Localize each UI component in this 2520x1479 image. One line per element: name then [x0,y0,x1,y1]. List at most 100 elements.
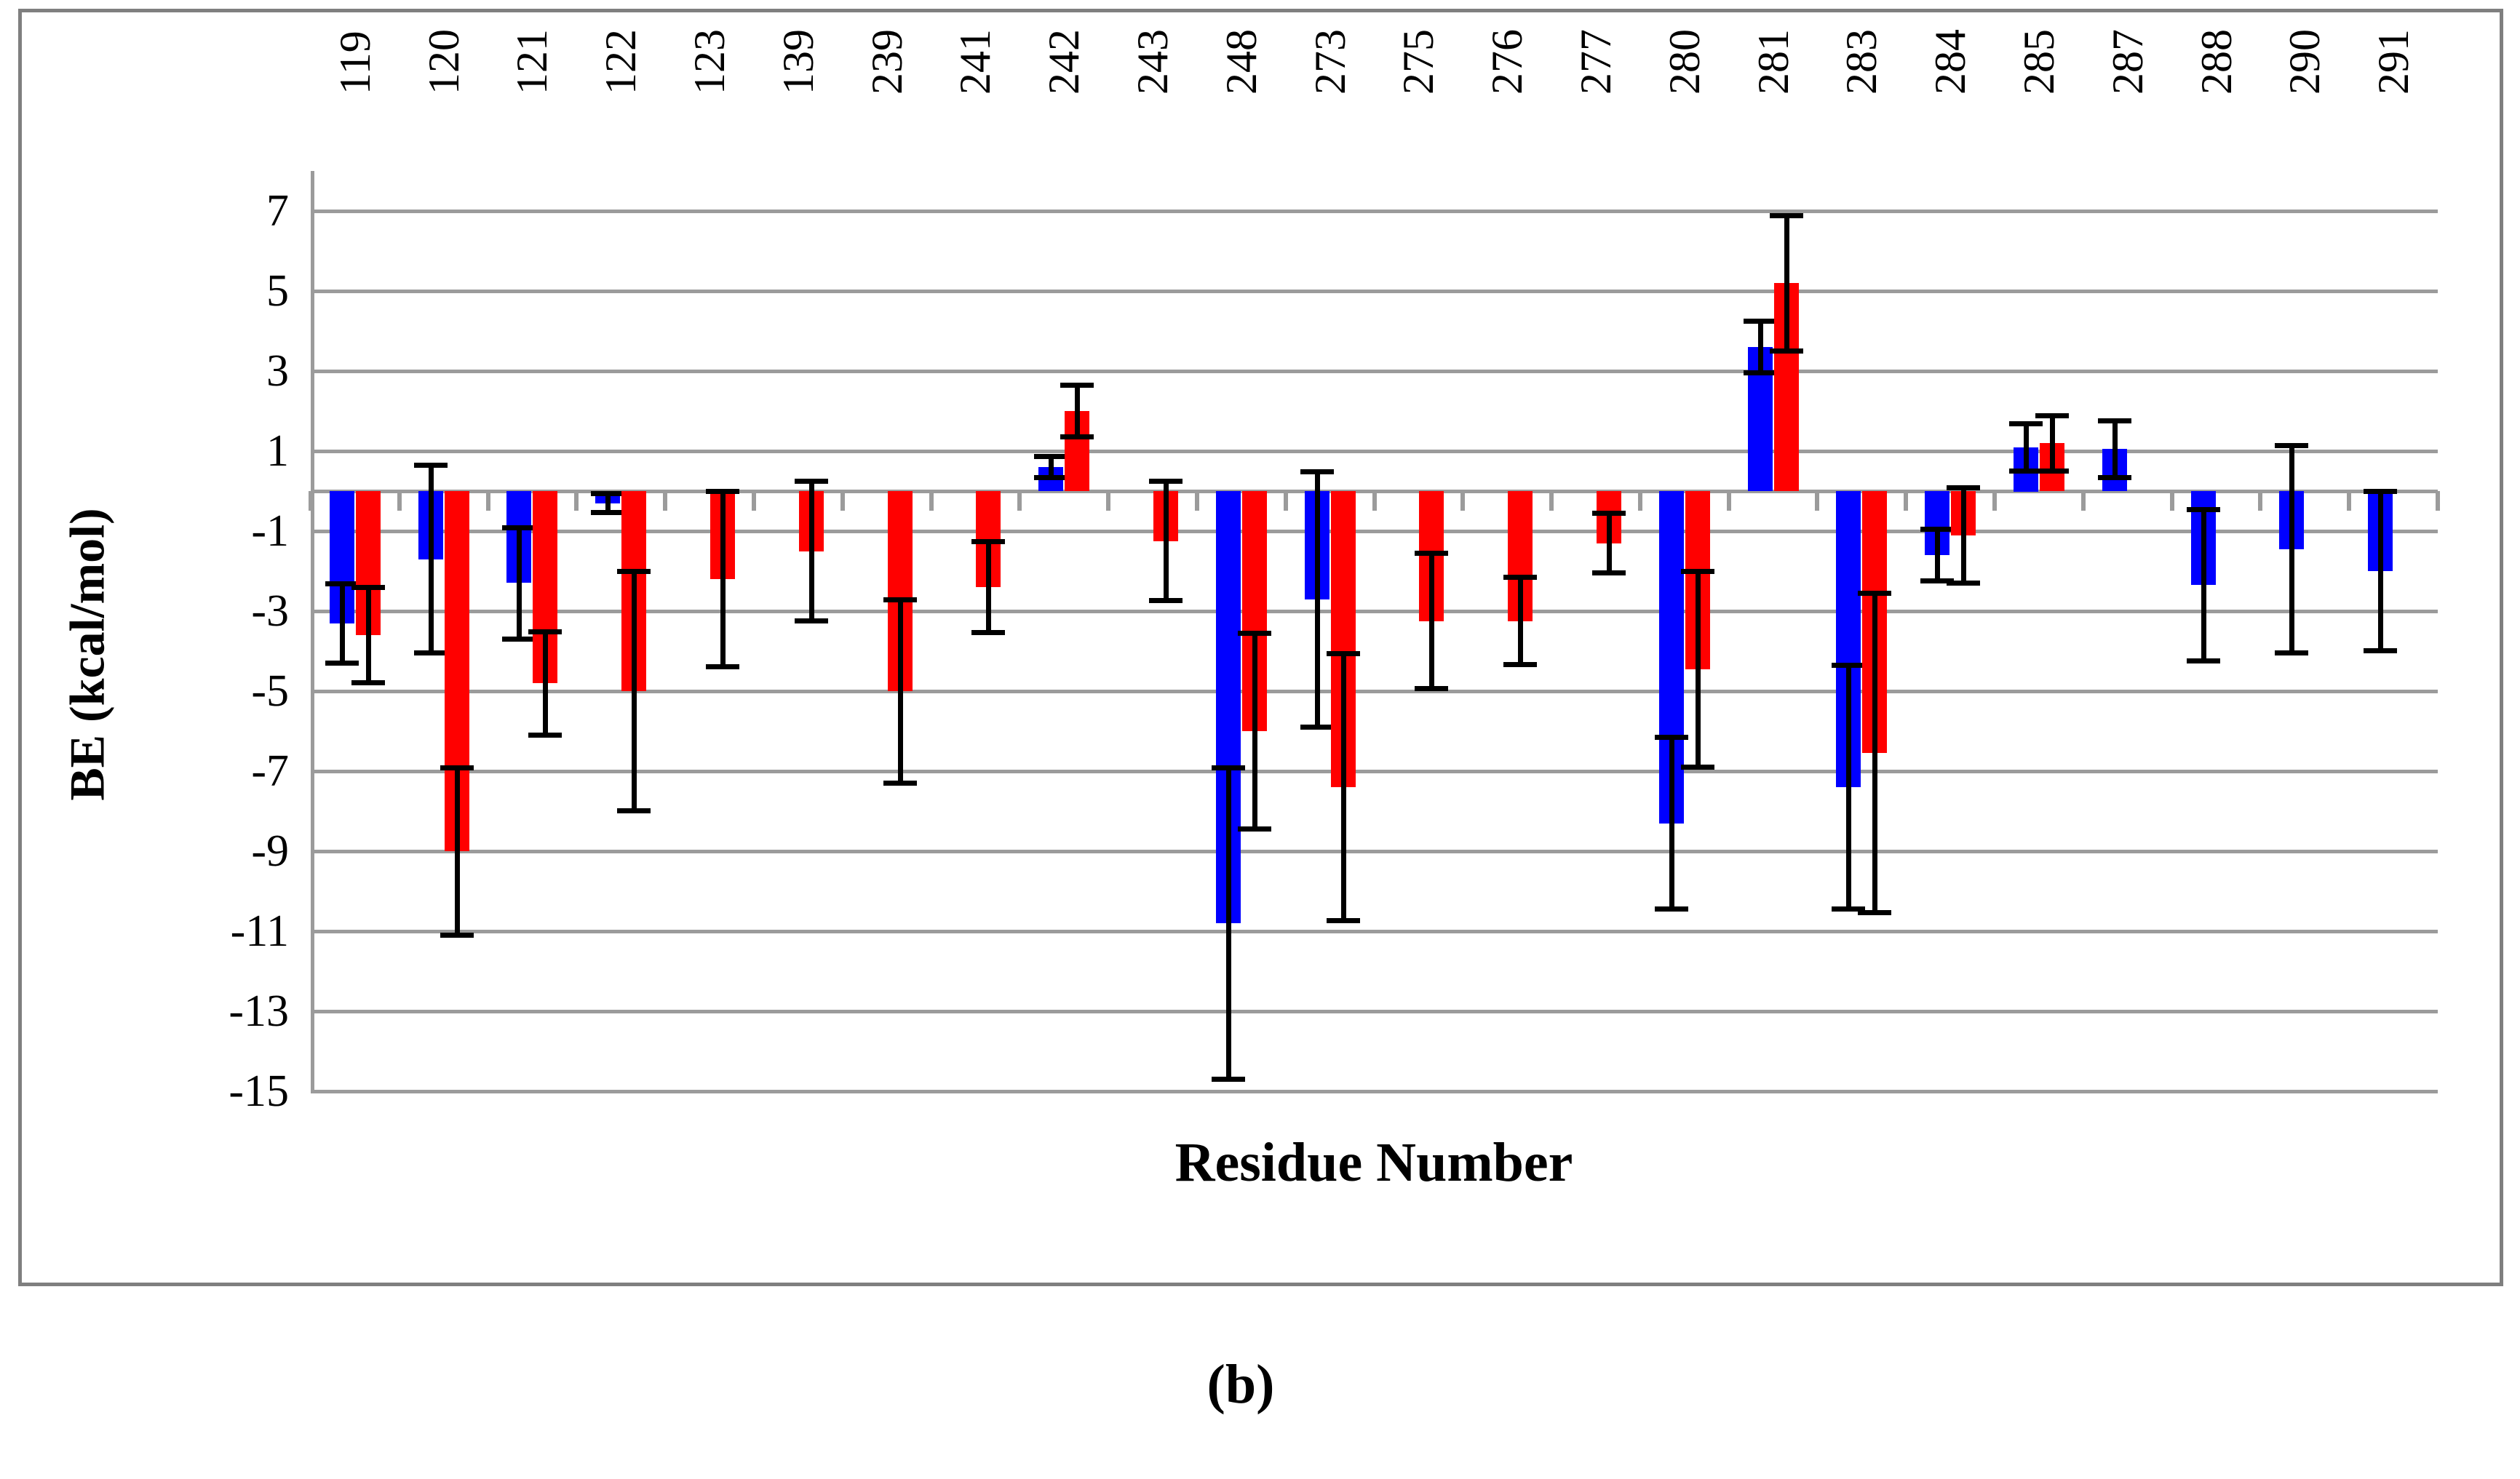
error-cap-bottom-blue-120 [414,650,448,655]
error-cap-top-red-121 [528,629,562,634]
gridline-y--7 [311,770,2438,773]
x-axis-tick [2258,491,2262,511]
error-cap-top-red-283 [1858,591,1891,596]
x-axis-tick [840,491,845,511]
figure-caption: (b) [1207,1354,1275,1415]
x-axis-tick [1460,491,1465,511]
x-axis-tick [1372,491,1377,511]
error-bar-red-277 [1607,513,1612,573]
gridline-y-1 [311,450,2438,453]
error-bar-red-119 [366,587,371,683]
error-cap-top-red-276 [1503,575,1537,580]
error-cap-top-blue-122 [591,491,624,496]
gridline-y--5 [311,690,2438,693]
x-axis-tick [1106,491,1110,511]
error-cap-top-red-285 [2035,413,2069,418]
error-bar-red-123 [720,491,726,667]
error-cap-top-blue-283 [1832,663,1865,668]
y-tick-label-5: 5 [266,266,289,316]
y-tick-label--9: -9 [251,826,289,876]
error-cap-top-blue-248 [1212,765,1245,770]
x-axis-title: Residue Number [1174,1132,1573,1193]
x-category-label-122: 122 [597,29,645,95]
y-tick-label--3: -3 [251,586,289,636]
error-cap-top-blue-121 [502,525,536,530]
y-tick-label--15: -15 [228,1067,289,1116]
error-cap-bottom-red-241 [971,630,1005,635]
error-bar-blue-120 [429,465,434,653]
x-axis-tick [929,491,934,511]
x-category-label-139: 139 [774,29,822,95]
x-axis-tick [397,491,402,511]
error-bar-red-243 [1164,481,1169,601]
error-cap-top-blue-290 [2275,443,2308,448]
x-axis-tick [2347,491,2351,511]
x-category-label-248: 248 [1217,29,1265,95]
y-tick-label-3: 3 [266,346,289,396]
gridline-y--1 [311,530,2438,533]
x-axis-tick [574,491,579,511]
x-category-label-287: 287 [2104,29,2152,95]
error-bar-red-284 [1961,487,1966,583]
error-cap-bottom-red-273 [1327,918,1360,923]
error-cap-top-red-242 [1060,383,1094,388]
y-tick-label--13: -13 [228,986,289,1036]
error-cap-top-blue-284 [1920,527,1954,532]
error-cap-bottom-red-248 [1238,826,1271,832]
error-cap-top-red-275 [1415,551,1448,556]
x-axis-tick [1727,491,1731,511]
error-cap-bottom-red-119 [351,680,385,685]
y-tick-label--7: -7 [251,746,289,796]
error-cap-bottom-blue-273 [1300,725,1334,730]
x-category-label-283: 283 [1837,29,1885,95]
x-category-label-120: 120 [420,29,468,95]
error-cap-top-red-281 [1770,213,1803,218]
x-axis-tick [1992,491,1997,511]
x-axis-tick [486,491,490,511]
error-cap-bottom-blue-291 [2364,648,2397,653]
x-category-label-276: 276 [1483,29,1531,95]
x-axis-tick [2170,491,2174,511]
error-cap-bottom-red-242 [1060,434,1094,439]
error-cap-bottom-blue-284 [1920,578,1954,583]
x-axis-tick [663,491,667,511]
error-cap-bottom-blue-122 [591,510,624,515]
error-cap-top-blue-273 [1300,469,1334,474]
error-cap-top-red-119 [351,585,385,590]
error-bar-blue-287 [2112,420,2118,478]
error-cap-bottom-blue-283 [1832,906,1865,912]
error-bar-red-248 [1252,633,1257,829]
x-category-label-243: 243 [1129,29,1177,95]
gridline-y-5 [311,290,2438,293]
error-bar-red-122 [632,571,637,811]
error-bar-red-273 [1341,653,1346,921]
error-cap-top-red-273 [1327,651,1360,656]
error-cap-bottom-red-277 [1592,570,1626,575]
error-bar-red-283 [1872,593,1877,913]
x-category-label-281: 281 [1749,29,1797,95]
error-cap-bottom-red-284 [1947,581,1980,586]
x-category-label-277: 277 [1572,29,1620,95]
x-category-label-275: 275 [1394,29,1442,95]
gridline-y--9 [311,850,2438,853]
y-tick-label--1: -1 [251,506,289,556]
error-cap-bottom-blue-280 [1655,906,1688,912]
x-axis-tick [2081,491,2086,511]
x-category-label-239: 239 [863,29,911,95]
error-bar-blue-121 [517,527,522,639]
y-tick-label-1: 1 [266,426,289,476]
error-cap-top-red-241 [971,539,1005,544]
x-category-label-121: 121 [508,29,556,95]
error-bar-blue-273 [1315,471,1320,727]
y-tick-label--11: -11 [230,906,289,956]
error-cap-bottom-blue-121 [502,637,536,642]
error-bar-blue-280 [1669,737,1674,909]
gridline-y-7 [311,210,2438,213]
error-cap-bottom-red-120 [440,933,474,938]
error-bar-red-281 [1784,215,1789,351]
error-cap-bottom-red-122 [617,808,651,813]
error-cap-top-red-280 [1681,569,1714,574]
error-bar-blue-291 [2378,491,2383,651]
